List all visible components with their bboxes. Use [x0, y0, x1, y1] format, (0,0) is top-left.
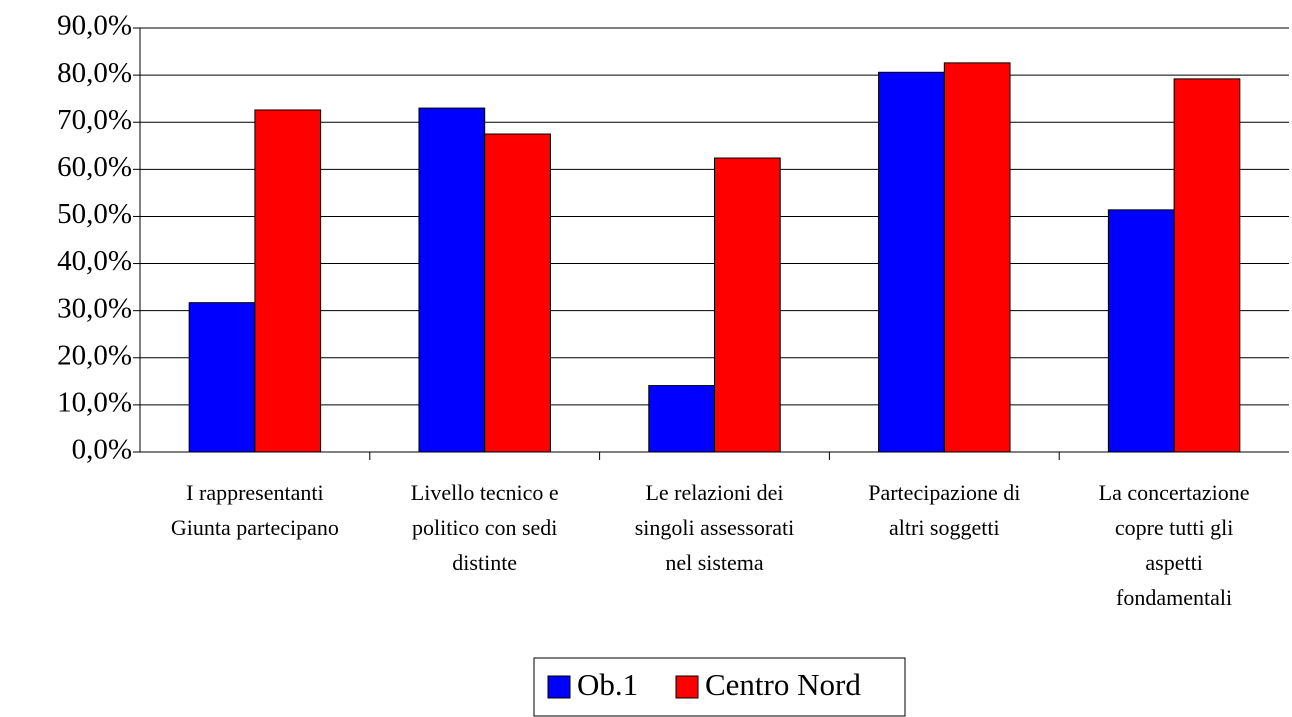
- x-tick-label: Partecipazione di altri soggetti: [868, 480, 1020, 540]
- bar: [418, 107, 486, 453]
- legend-swatch: [547, 675, 571, 699]
- x-tick-label-line: politico con sedi: [412, 515, 557, 540]
- bar: [1107, 209, 1175, 453]
- bar: [714, 157, 781, 453]
- y-tick-label: 80,0%: [57, 57, 132, 89]
- y-tick-label: 50,0%: [57, 198, 132, 230]
- x-tick-label: I rappresentanti Giunta partecipano: [171, 480, 339, 540]
- x-tick-label-line: copre tutti gli: [1115, 515, 1234, 540]
- bar: [943, 62, 1011, 453]
- x-tick-label-line: singoli assessorati: [635, 515, 795, 540]
- y-tick-label: 70,0%: [57, 104, 132, 136]
- x-tick-label-line: Livello tecnico e: [411, 480, 559, 505]
- x-tick-label-line: I rappresentanti: [186, 480, 323, 505]
- y-tick-label: 0,0%: [72, 434, 132, 466]
- x-tick-label-line: distinte: [452, 550, 517, 575]
- bar: [1173, 78, 1241, 453]
- legend-box: [533, 657, 906, 717]
- bar: [188, 302, 256, 453]
- legend-swatch: [675, 675, 699, 699]
- bar: [254, 109, 322, 453]
- x-tick-label-line: nel sistema: [665, 550, 764, 575]
- x-tick-label-line: Le relazioni dei: [645, 480, 783, 505]
- y-tick-label: 10,0%: [57, 387, 132, 419]
- x-tick-label-line: Partecipazione di: [868, 480, 1020, 505]
- y-tick-label: 90,0%: [57, 10, 132, 42]
- x-tick-label-line: aspetti: [1145, 550, 1202, 575]
- x-tick-label-line: altri soggetti: [889, 515, 1000, 540]
- x-tick-label: Le relazioni dei singoli assessorati nel s…: [635, 480, 795, 575]
- y-tick-label: 20,0%: [57, 339, 132, 371]
- bar: [878, 71, 945, 453]
- x-tick-label-line: fondamentali: [1116, 585, 1232, 610]
- y-tick-label: 60,0%: [57, 151, 132, 183]
- x-tick-label-line: Giunta partecipano: [171, 515, 339, 540]
- x-tick-label-line: La concertazione: [1099, 480, 1250, 505]
- bar: [484, 133, 551, 453]
- legend-label: Centro Nord: [705, 667, 861, 702]
- bar: [648, 385, 716, 453]
- x-tick-label: Livello tecnico e politico con sedi distin…: [411, 480, 559, 575]
- legend-label: Ob.1: [577, 667, 638, 702]
- x-tick-label: La concertazione copre tutti gli aspetti fo…: [1099, 480, 1250, 610]
- y-tick-label: 30,0%: [57, 292, 132, 324]
- y-tick-label: 40,0%: [57, 245, 132, 277]
